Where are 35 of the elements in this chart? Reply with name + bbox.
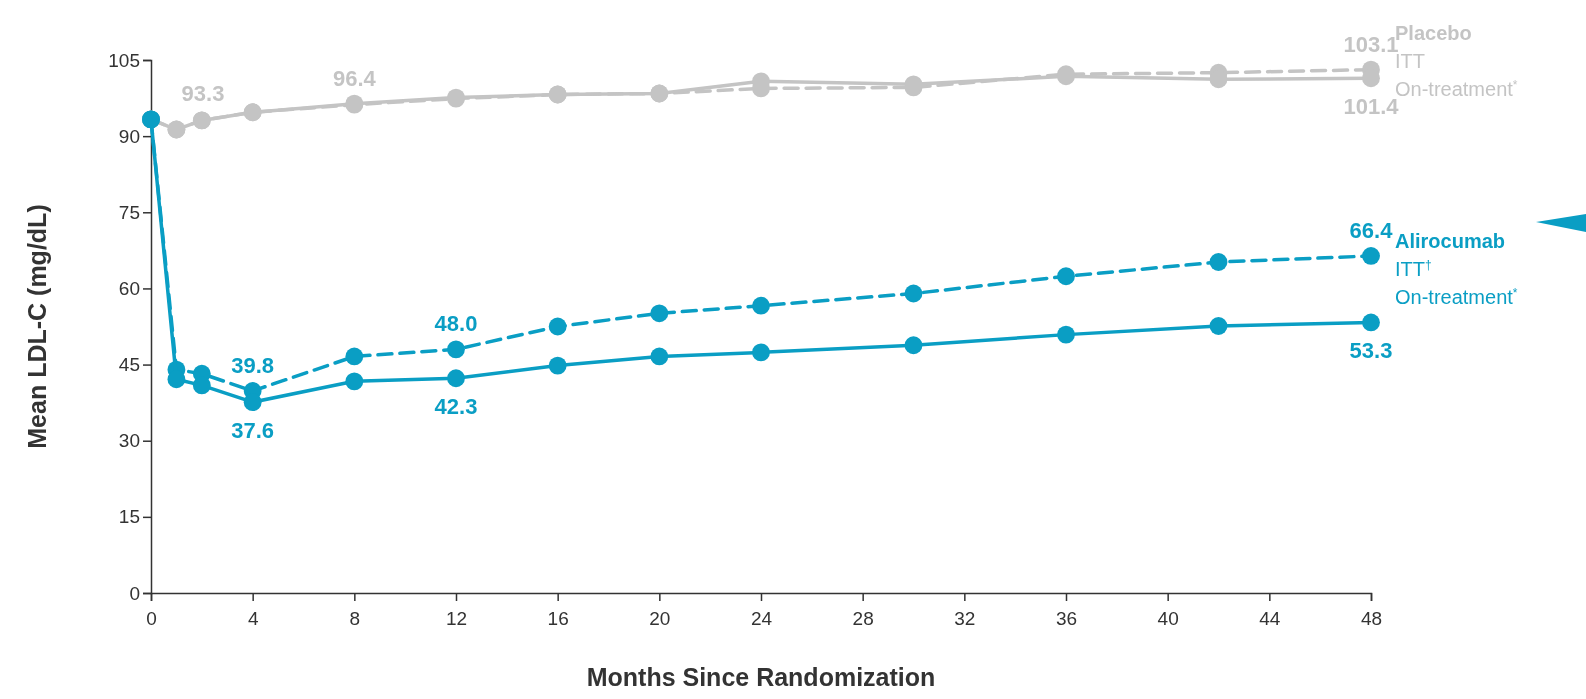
y-tick-label: 75 bbox=[118, 201, 140, 223]
y-tick-label: 90 bbox=[118, 125, 140, 147]
data-label: 48.0 bbox=[434, 311, 478, 337]
text: Placebo bbox=[1395, 22, 1472, 44]
x-tick-label: 28 bbox=[852, 607, 874, 629]
x-tick-label: 32 bbox=[954, 607, 976, 629]
x-tick-label: 4 bbox=[247, 607, 259, 629]
series-label: ITT$^{†}$ bbox=[1395, 258, 1432, 280]
data-label: 42.3 bbox=[434, 394, 478, 420]
x-axis-title: Months Since Randomization bbox=[586, 663, 936, 691]
x-tick-label: 0 bbox=[146, 607, 157, 629]
x-tick-label: 24 bbox=[750, 607, 773, 629]
series-label: On-treatment$^{*}$ bbox=[1395, 286, 1518, 308]
data-label: 93.3 bbox=[181, 81, 225, 107]
y-tick-label: 15 bbox=[118, 506, 140, 528]
y-tick-label: 0 bbox=[129, 582, 140, 604]
x-tick-label: 44 bbox=[1259, 607, 1281, 629]
x-tick-label: 8 bbox=[349, 607, 361, 629]
y-tick-label: 45 bbox=[118, 354, 140, 376]
data-label: 66.4 bbox=[1349, 217, 1394, 243]
data-label: 39.8 bbox=[231, 352, 275, 378]
y-axis-title: Mean LDL-C (mg/dL) bbox=[23, 204, 51, 449]
x-tick-label: 20 bbox=[649, 607, 671, 629]
y-tick-label: 30 bbox=[118, 430, 140, 452]
data-label: 37.6 bbox=[231, 418, 275, 444]
y-tick-label: 105 bbox=[108, 49, 140, 71]
x-tick-label: 36 bbox=[1055, 607, 1078, 629]
x-tick-label: 16 bbox=[547, 607, 569, 629]
data-label: 53.3 bbox=[1349, 338, 1393, 364]
y-tick-label: 60 bbox=[118, 278, 140, 300]
x-tick-label: 48 bbox=[1360, 607, 1383, 629]
text: Alirocumab bbox=[1395, 230, 1506, 252]
x-tick-label: 12 bbox=[445, 607, 468, 629]
data-label: 96.4 bbox=[332, 65, 377, 91]
x-tick-label: 40 bbox=[1157, 607, 1179, 629]
